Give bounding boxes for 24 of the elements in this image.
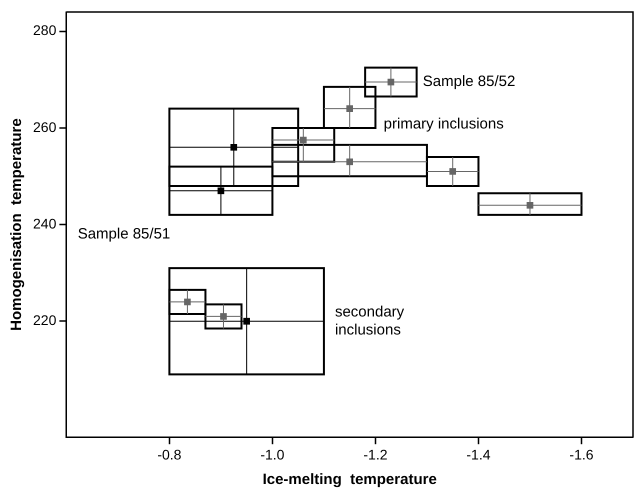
annotation: Sample 85/51 [78,226,170,243]
annotation: primary inclusions [384,115,504,132]
y-tick-label: 240 [33,215,57,232]
point [346,105,354,112]
y-axis-title: Homogenisation temperature [8,118,26,331]
point [526,202,534,209]
annotation: Sample 85/52 [422,72,516,90]
x-tick-label: -0.8 [157,446,182,462]
point [243,318,250,325]
point [218,187,224,194]
y-tick-label: 280 [33,22,57,38]
x-tick-label: -1.2 [363,446,388,462]
x-tick-label: -1.0 [260,446,285,462]
y-tick-label: 220 [33,312,57,328]
x-tick-label: -1.4 [466,446,491,462]
x-tick-label: -1.6 [569,446,594,462]
y-tick-label: 260 [33,118,57,135]
point [388,78,394,86]
point [449,168,456,175]
point [346,158,354,166]
annotation: secondary inclusions [334,303,405,338]
point [230,144,238,151]
point [300,136,307,144]
x-axis-title: Ice-melting temperature [262,471,437,488]
